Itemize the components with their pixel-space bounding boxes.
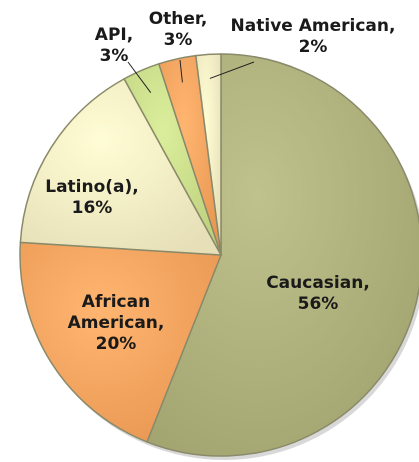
leader-line-other (179, 59, 183, 83)
slice-label-other: Other, 3% (149, 9, 208, 50)
slice-label-latino-a: Latino(a), 16% (45, 177, 139, 218)
leader-line-api (127, 61, 152, 93)
leader-line-native-american (209, 61, 255, 79)
slice-label-caucasian: Caucasian, 56% (266, 273, 370, 314)
pie-slice-latino-a (19, 77, 223, 256)
pie-slice-caucasian (146, 53, 419, 457)
slice-label-african-american: African American, 20% (68, 292, 165, 354)
pie-slice-african-american (19, 241, 223, 443)
slice-label-native-american: Native American, 2% (231, 16, 396, 57)
slice-label-api: API, 3% (95, 25, 133, 66)
pie-slice-native-american (194, 53, 222, 256)
